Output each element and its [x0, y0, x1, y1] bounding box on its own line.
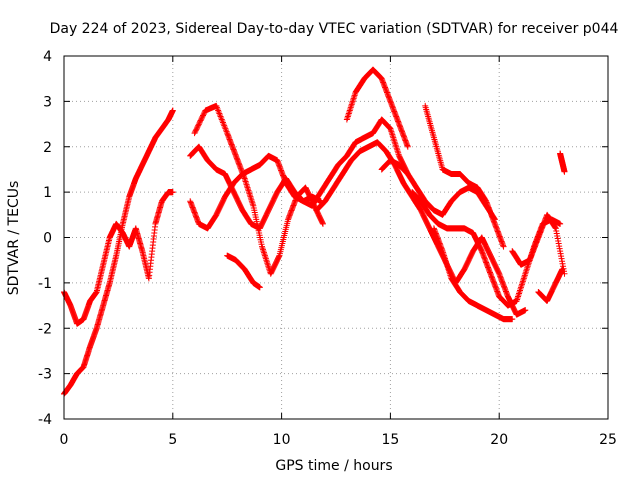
series-track-e — [191, 102, 326, 277]
y-tick-labels: -4 -3 -2 -1 0 1 2 3 4 — [38, 49, 52, 428]
x-axis-label: GPS time / hours — [275, 458, 392, 474]
data-point — [500, 243, 507, 250]
y-axis-label: SDTVAR / TECUs — [6, 181, 22, 296]
series-track-i — [378, 157, 498, 223]
data-point — [169, 189, 176, 196]
x-tick-label: 15 — [381, 432, 399, 448]
data-point — [200, 112, 207, 119]
series-track-l — [430, 225, 516, 323]
data-point — [197, 118, 203, 125]
data-point — [195, 121, 202, 128]
x-tick-label: 20 — [490, 432, 508, 448]
y-tick-label: -2 — [38, 321, 52, 337]
data-point — [194, 123, 201, 130]
y-tick-label: -1 — [38, 276, 52, 292]
x-tick-label: 0 — [60, 432, 69, 448]
series-track-n — [535, 266, 566, 305]
series-track-d — [187, 152, 324, 232]
data-point — [192, 127, 199, 134]
data-point — [193, 125, 200, 132]
series-track-k — [422, 102, 507, 250]
data-point — [200, 111, 207, 118]
data-point — [198, 115, 205, 122]
x-tick-labels: 0 5 10 15 20 25 — [60, 432, 617, 448]
y-tick-label: 2 — [43, 140, 52, 156]
data-point — [192, 128, 199, 135]
series-track-m — [509, 211, 568, 277]
y-tick-label: 1 — [43, 185, 52, 201]
series-track-c — [187, 116, 411, 232]
chart-title: Day 224 of 2023, Sidereal Day-to-day VTE… — [50, 21, 619, 37]
data-point — [199, 113, 206, 120]
data-point — [197, 117, 204, 124]
data-point — [196, 120, 203, 127]
x-tick-label: 25 — [599, 432, 617, 448]
x-tick-label: 5 — [168, 432, 177, 448]
series-track-o — [557, 150, 568, 175]
y-tick-label: 4 — [43, 49, 52, 65]
data-point — [169, 107, 176, 114]
data-point — [256, 284, 263, 291]
data-point — [198, 116, 205, 123]
grid-lines — [64, 56, 608, 419]
series-track-a — [61, 107, 176, 398]
series-track-b — [61, 189, 176, 327]
data-point — [522, 307, 529, 314]
data-point — [195, 122, 202, 129]
tick-marks — [63, 55, 609, 420]
data-point — [559, 266, 566, 273]
y-tick-label: 0 — [43, 231, 52, 247]
data-point — [193, 126, 200, 133]
data-point — [557, 220, 564, 227]
y-tick-label: -4 — [38, 412, 52, 428]
data-point — [509, 316, 516, 323]
data-points — [61, 66, 568, 398]
data-point — [319, 220, 326, 227]
series-track-f — [224, 252, 263, 291]
data-point — [404, 143, 411, 150]
x-tick-label: 10 — [273, 432, 291, 448]
series-track-h — [343, 66, 411, 150]
y-tick-label: 3 — [43, 94, 52, 110]
data-point — [191, 130, 198, 137]
data-point — [561, 168, 568, 175]
y-tick-label: -3 — [38, 367, 52, 383]
